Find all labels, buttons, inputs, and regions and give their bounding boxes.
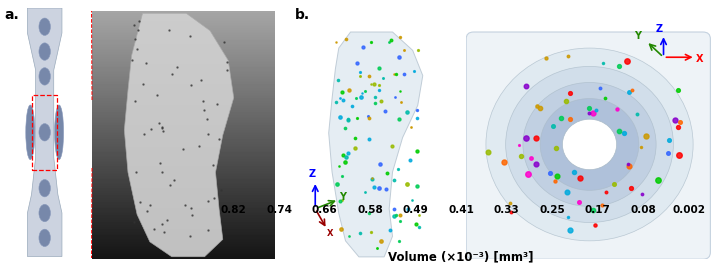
FancyBboxPatch shape	[466, 32, 711, 259]
Bar	[32, 95, 57, 170]
Text: 0.82: 0.82	[221, 205, 247, 215]
Text: 0.17: 0.17	[585, 205, 611, 215]
Polygon shape	[124, 13, 234, 257]
Circle shape	[541, 99, 639, 190]
Text: 0.25: 0.25	[539, 205, 565, 215]
Text: b.: b.	[295, 8, 310, 22]
Text: 0.41: 0.41	[448, 205, 474, 215]
Circle shape	[563, 119, 616, 170]
Polygon shape	[329, 32, 423, 257]
Text: Z: Z	[656, 24, 664, 34]
Text: X: X	[696, 54, 703, 64]
Polygon shape	[27, 8, 62, 256]
Text: Z: Z	[309, 168, 315, 178]
Ellipse shape	[54, 105, 64, 160]
Text: 0.002: 0.002	[672, 205, 705, 215]
Text: 0.66: 0.66	[312, 205, 337, 215]
Circle shape	[506, 66, 674, 222]
Circle shape	[523, 83, 656, 206]
Text: Y: Y	[339, 191, 346, 201]
Text: 0.74: 0.74	[266, 205, 292, 215]
Text: a.: a.	[4, 8, 19, 22]
Ellipse shape	[39, 180, 51, 197]
Text: 0.08: 0.08	[631, 205, 656, 215]
Text: 0.33: 0.33	[494, 205, 520, 215]
Ellipse shape	[39, 18, 51, 35]
Ellipse shape	[39, 68, 51, 85]
Ellipse shape	[26, 105, 35, 160]
Ellipse shape	[39, 204, 51, 222]
Ellipse shape	[39, 43, 51, 60]
Text: Volume (×10⁻³) [mm³]: Volume (×10⁻³) [mm³]	[388, 251, 534, 264]
Text: X: X	[327, 229, 333, 238]
Text: 0.49: 0.49	[403, 205, 428, 215]
Ellipse shape	[39, 124, 51, 141]
Circle shape	[486, 48, 693, 241]
Text: Y: Y	[634, 31, 641, 41]
Ellipse shape	[39, 229, 51, 247]
Text: 0.58: 0.58	[358, 205, 383, 215]
